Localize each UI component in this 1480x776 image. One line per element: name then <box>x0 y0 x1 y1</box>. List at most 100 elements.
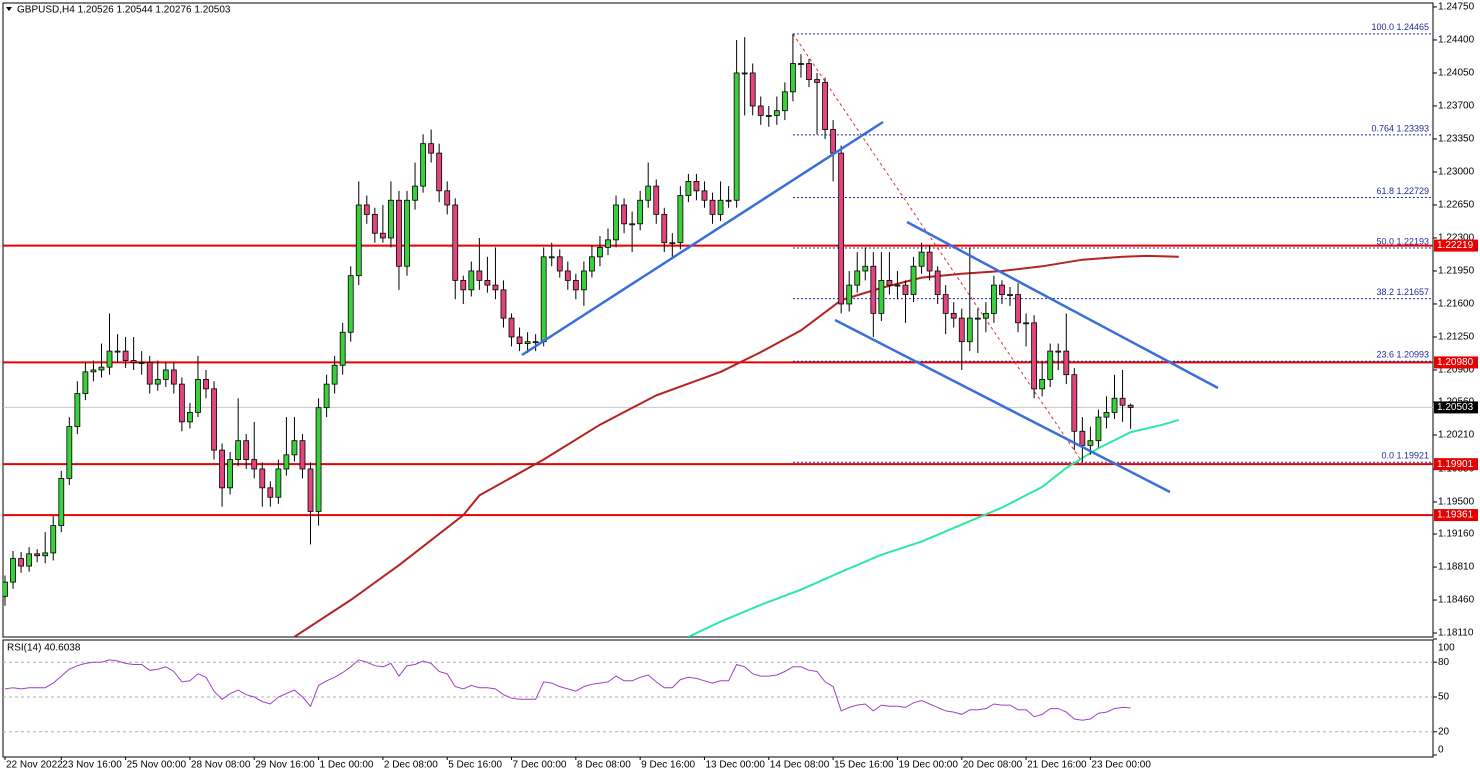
candle-body <box>195 379 201 413</box>
candle-body <box>323 383 330 409</box>
candle-body <box>74 393 81 427</box>
candle-body <box>355 204 362 277</box>
candle-body <box>822 81 828 130</box>
candle-body <box>3 581 8 597</box>
candle-body <box>90 369 97 373</box>
candle-body <box>211 388 217 451</box>
candle-body <box>500 289 507 319</box>
fib-trend <box>792 33 1083 463</box>
candle-body <box>862 265 869 272</box>
candle-body <box>428 143 435 154</box>
candle-body <box>1023 322 1029 325</box>
candle-body <box>806 63 812 80</box>
candle-body <box>902 284 909 295</box>
last-price-box <box>1434 401 1478 414</box>
fib-label: 38.2 1.21657 <box>1376 287 1429 297</box>
candle-body <box>50 525 57 554</box>
candle-body <box>1119 397 1126 406</box>
candle-body <box>781 91 788 112</box>
fib-label: 23.6 1.20993 <box>1376 350 1429 360</box>
candle-body <box>1095 416 1102 442</box>
x-tick-label: 23 Dec 00:00 <box>1091 760 1151 771</box>
y-tick-label: 1.23350 <box>1438 134 1475 145</box>
x-tick-label: 19 Dec 00:00 <box>898 760 958 771</box>
candle-body <box>396 199 402 267</box>
candle-body <box>203 379 209 390</box>
candle-body <box>645 185 652 201</box>
rsi-tick-label: 0 <box>1438 745 1444 756</box>
candle-body <box>830 129 837 154</box>
candle-body <box>10 558 16 583</box>
candle-body <box>556 256 563 272</box>
candle-body <box>492 284 499 291</box>
candle-body <box>1015 294 1021 324</box>
candle-body <box>436 152 443 192</box>
candle-body <box>709 199 716 215</box>
candle-body <box>154 379 161 385</box>
candle-body <box>26 553 33 567</box>
candle-body <box>934 270 941 295</box>
x-tick-label: 25 Nov 00:00 <box>127 760 187 771</box>
candle-body <box>958 317 965 343</box>
candle-body <box>653 185 660 215</box>
candle-body <box>122 350 129 361</box>
candle-body <box>146 362 153 385</box>
y-tick-label: 1.18810 <box>1438 562 1475 573</box>
candle-body <box>468 270 475 291</box>
label-layer: 1.24750 1.24400 1.24050 1.23700 1.23350 1.230… <box>4 2 1478 771</box>
x-tick-label: 1 Dec 00:00 <box>320 760 374 771</box>
candle-body <box>106 350 113 368</box>
candle-body <box>564 270 571 281</box>
candle-body <box>854 270 861 286</box>
candle-body <box>613 204 619 241</box>
fib-label: 100.0 1.24465 <box>1371 22 1429 32</box>
level-label: 1.19901 <box>1437 459 1474 470</box>
rsi-tick-label: 80 <box>1438 657 1450 668</box>
symbol-icon <box>6 7 12 11</box>
moving-average <box>687 418 1180 637</box>
candle-body <box>162 369 169 380</box>
x-tick-label: 5 Dec 16:00 <box>448 760 502 771</box>
candle-body <box>508 317 515 338</box>
last-price-label: 1.20503 <box>1437 402 1474 413</box>
candle-body <box>950 312 957 319</box>
candle-body <box>460 279 467 291</box>
candle-body <box>605 239 611 248</box>
x-tick-label: 9 Dec 16:00 <box>641 760 695 771</box>
candle-body <box>227 459 234 489</box>
y-tick-label: 1.24050 <box>1438 68 1475 79</box>
candle-body <box>918 251 925 267</box>
x-tick-label: 20 Dec 08:00 <box>963 760 1023 771</box>
candle-body <box>846 284 853 305</box>
level-label: 1.20980 <box>1437 357 1474 368</box>
level-label-box <box>1434 458 1478 471</box>
candle-body <box>974 317 981 320</box>
candle-body <box>331 364 338 385</box>
candle-body <box>886 279 893 286</box>
candle-body <box>178 383 185 423</box>
candle-body <box>476 270 483 281</box>
candle-body <box>693 180 700 192</box>
candle-body <box>452 204 459 281</box>
x-tick-label: 21 Dec 16:00 <box>1027 760 1087 771</box>
candle-body <box>991 284 997 314</box>
trendlines <box>521 120 1219 494</box>
y-tick-label: 1.23700 <box>1438 101 1475 112</box>
candle-body <box>235 440 242 460</box>
candle-body <box>1055 350 1062 353</box>
candle-body <box>717 199 724 215</box>
candle-body <box>58 478 65 526</box>
fib-label: 50.0 1.22193 <box>1376 236 1429 246</box>
candle-body <box>814 79 820 83</box>
candle-layer <box>3 33 1134 606</box>
candle-body <box>765 114 772 117</box>
candle-body <box>966 317 973 343</box>
candle-body <box>307 468 314 512</box>
x-tick-label: 22 Nov 2022 <box>6 760 63 771</box>
candle-body <box>484 279 491 286</box>
y-tick-label: 1.19500 <box>1438 497 1475 508</box>
trendline <box>834 318 1171 494</box>
candle-body <box>98 366 105 371</box>
candle-body <box>661 213 668 244</box>
